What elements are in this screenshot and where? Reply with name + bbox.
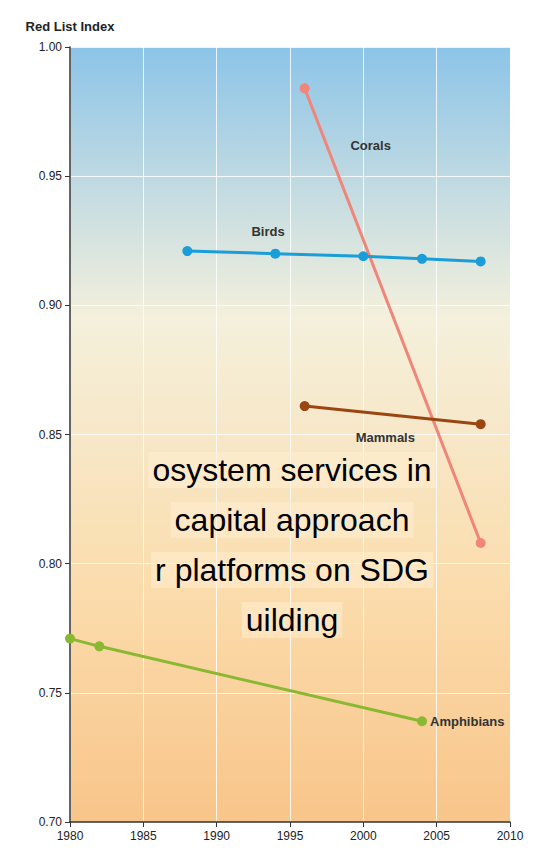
svg-text:1.00: 1.00 [39, 40, 63, 54]
svg-text:Corals: Corals [350, 138, 390, 153]
svg-text:1995: 1995 [277, 829, 304, 843]
svg-text:Birds: Birds [251, 224, 284, 239]
svg-text:uilding: uilding [246, 602, 339, 638]
svg-text:0.80: 0.80 [39, 557, 63, 571]
svg-text:2005: 2005 [423, 829, 450, 843]
svg-text:0.75: 0.75 [39, 686, 63, 700]
svg-text:1985: 1985 [130, 829, 157, 843]
svg-text:osystem services in: osystem services in [152, 452, 431, 488]
svg-text:r platforms on SDG: r platforms on SDG [155, 552, 429, 588]
svg-text:Red List Index: Red List Index [26, 19, 116, 34]
svg-text:capital approach: capital approach [175, 502, 410, 538]
svg-text:Mammals: Mammals [356, 430, 415, 445]
svg-text:0.85: 0.85 [39, 428, 63, 442]
svg-text:Amphibians: Amphibians [430, 714, 504, 729]
svg-text:2000: 2000 [350, 829, 377, 843]
svg-text:1980: 1980 [57, 829, 84, 843]
svg-text:1990: 1990 [203, 829, 230, 843]
svg-text:0.90: 0.90 [39, 298, 63, 312]
svg-text:0.95: 0.95 [39, 169, 63, 183]
svg-text:2010: 2010 [497, 829, 524, 843]
svg-text:0.70: 0.70 [39, 815, 63, 829]
